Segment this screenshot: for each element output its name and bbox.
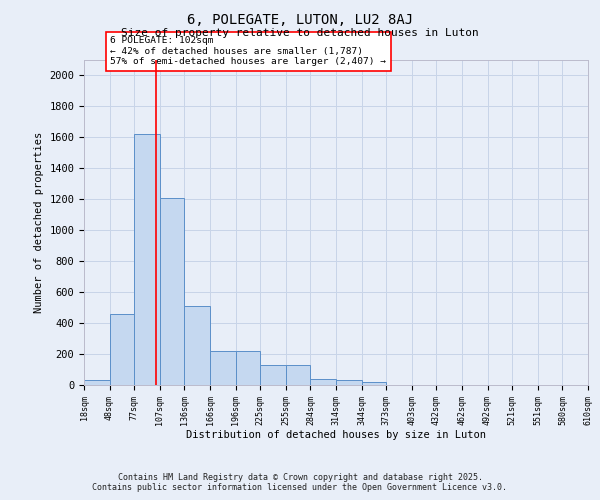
- Y-axis label: Number of detached properties: Number of detached properties: [34, 132, 44, 313]
- Bar: [160, 198, 184, 385]
- Bar: [210, 351, 236, 385]
- Bar: [184, 306, 210, 385]
- Text: 6, POLEGATE, LUTON, LU2 8AJ: 6, POLEGATE, LUTON, LU2 8AJ: [187, 12, 413, 26]
- X-axis label: Distribution of detached houses by size in Luton: Distribution of detached houses by size …: [186, 430, 486, 440]
- Bar: [310, 379, 336, 385]
- Bar: [260, 365, 286, 385]
- Bar: [84, 380, 110, 385]
- Bar: [236, 351, 260, 385]
- Text: 6 POLEGATE: 102sqm
← 42% of detached houses are smaller (1,787)
57% of semi-deta: 6 POLEGATE: 102sqm ← 42% of detached hou…: [110, 36, 386, 66]
- Bar: [336, 380, 362, 385]
- Bar: [134, 134, 160, 385]
- Bar: [362, 382, 386, 385]
- Text: Contains HM Land Registry data © Crown copyright and database right 2025.
Contai: Contains HM Land Registry data © Crown c…: [92, 473, 508, 492]
- Bar: [286, 365, 310, 385]
- Bar: [110, 314, 134, 385]
- Text: Size of property relative to detached houses in Luton: Size of property relative to detached ho…: [121, 28, 479, 38]
